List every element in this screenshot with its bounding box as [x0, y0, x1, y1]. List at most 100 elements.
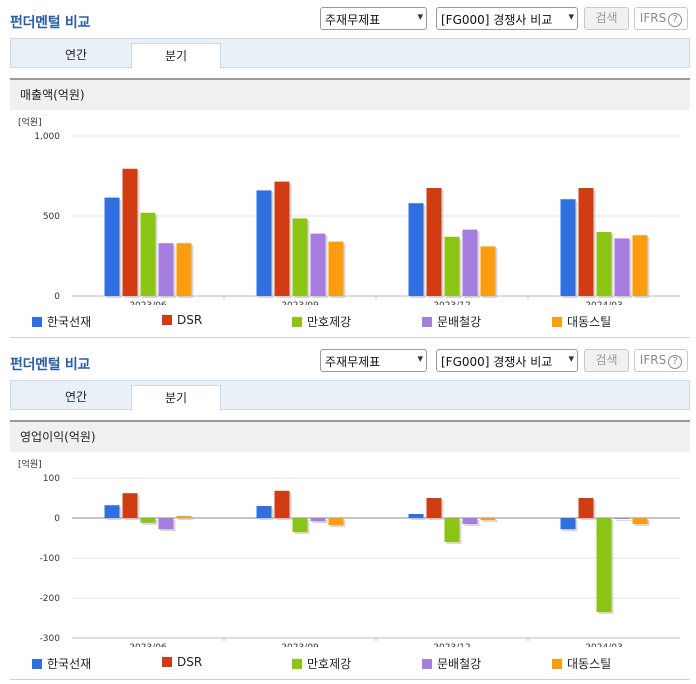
panel-header: 펀더멘털 비교 주재무제표 ▾ [FG000] 경쟁사 비교 ▾ 검색 IFRS… — [0, 0, 696, 36]
y-tick-label: -100 — [40, 554, 61, 564]
legend-swatch — [292, 659, 302, 669]
chevron-down-icon: ▾ — [568, 352, 574, 365]
bar-2023-12-s3[interactable] — [462, 518, 478, 524]
bar-2023-06-s4[interactable] — [176, 516, 192, 518]
peer-group-select[interactable]: [FG000] 경쟁사 비교 ▾ — [436, 349, 578, 372]
x-tick-label: 2023/06 — [129, 643, 167, 647]
x-tick-label: 2023/12 — [433, 643, 470, 647]
legend-label: 한국선재 — [47, 315, 92, 329]
bar-2023-09-s4[interactable] — [328, 518, 344, 526]
bar-2024-03-s4[interactable] — [632, 235, 648, 296]
bar-2024-03-s0[interactable] — [560, 199, 576, 296]
revenue-chart: [억원] 1,000 500 0 2023/06 2023/09 2023/12 2024/0… — [18, 116, 680, 305]
bar-2023-09-s4[interactable] — [328, 241, 344, 296]
peer-group-select[interactable]: [FG000] 경쟁사 비교 ▾ — [436, 7, 578, 30]
bar-2023-12-s0[interactable] — [408, 203, 424, 296]
bar-2023-12-s3[interactable] — [462, 229, 478, 296]
bar-2024-03-s2[interactable] — [596, 518, 612, 612]
search-button[interactable]: 검색 — [584, 349, 629, 372]
operating-profit-chart: [억원]100 0 -100 -200 -300 2023/06 2023/09 2023/1… — [18, 458, 680, 647]
bar-2023-12-s4[interactable] — [480, 246, 496, 296]
bar-2023-06-s0[interactable] — [104, 197, 120, 296]
fundamentals-panel-operating-profit: 펀더멘털 비교 주재무제표 ▾ [FG000] 경쟁사 비교 ▾ 검색 IFRS… — [0, 342, 696, 684]
peer-group-select-value: [FG000] 경쟁사 비교 — [441, 13, 553, 27]
x-tick-label: 2023/12 — [433, 301, 470, 305]
bar-2023-06-s1[interactable] — [122, 493, 138, 518]
legend-item[interactable]: 대동스틸 — [552, 313, 611, 330]
bar-2023-06-s2[interactable] — [140, 212, 156, 296]
x-tick-label: 2024/03 — [585, 301, 622, 305]
x-tick-label: 2023/06 — [129, 301, 167, 305]
bar-2024-03-s3[interactable] — [614, 238, 630, 296]
bar-2023-09-s0[interactable] — [256, 190, 272, 296]
period-tabs: 연간 분기 — [10, 380, 690, 411]
bar-2023-09-s3[interactable] — [310, 233, 326, 296]
bar-2024-03-s1[interactable] — [578, 498, 594, 518]
bar-2024-03-s2[interactable] — [596, 232, 612, 296]
bar-2023-12-s2[interactable] — [444, 518, 460, 542]
legend-item[interactable]: 만호제강 — [292, 655, 351, 672]
legend-item[interactable]: 한국선재 — [32, 655, 91, 672]
panel-header: 펀더멘털 비교 주재무제표 ▾ [FG000] 경쟁사 비교 ▾ 검색 IFRS… — [0, 342, 696, 378]
bar-2023-12-s1[interactable] — [426, 188, 442, 296]
y-tick-label: 0 — [54, 514, 60, 524]
legend-item[interactable]: DSR — [162, 655, 202, 669]
bar-2023-12-s4[interactable] — [480, 518, 496, 520]
ifrs-button[interactable]: IFRS? — [634, 7, 688, 30]
bar-2024-03-s4[interactable] — [632, 518, 648, 524]
legend-item[interactable]: DSR — [162, 313, 202, 327]
ifrs-button[interactable]: IFRS? — [634, 349, 688, 372]
bar-2023-06-s3[interactable] — [158, 243, 174, 296]
legend-label: 문배철강 — [437, 315, 482, 329]
chart-legend: 한국선재 DSR 만호제강 문배철강 대동스틸 — [10, 653, 690, 671]
tab-annual[interactable]: 연간 — [64, 48, 88, 62]
legend-item[interactable]: 문배철강 — [422, 313, 481, 330]
legend-item[interactable]: 대동스틸 — [552, 655, 611, 672]
operating-profit-chart-area: [억원]100 0 -100 -200 -300 2023/06 2023/09 2023/1… — [10, 452, 690, 680]
tab-quarterly[interactable]: 분기 — [131, 385, 221, 411]
bar-2024-03-s3[interactable] — [614, 518, 630, 519]
bar-2023-09-s2[interactable] — [292, 218, 308, 296]
legend-item[interactable]: 문배철강 — [422, 655, 481, 672]
bar-shadow — [616, 520, 632, 521]
legend-item[interactable]: 한국선재 — [32, 313, 91, 330]
bar-2023-12-s2[interactable] — [444, 236, 460, 296]
legend-item[interactable]: 만호제강 — [292, 313, 351, 330]
y-tick-label: 0 — [54, 292, 60, 302]
bar-2024-03-s0[interactable] — [560, 518, 576, 530]
legend-label: 한국선재 — [47, 657, 92, 671]
bar-2023-06-s3[interactable] — [158, 518, 174, 530]
y-tick-label: 500 — [43, 212, 60, 222]
bar-2023-12-s0[interactable] — [408, 514, 424, 518]
x-tick-label: 2023/09 — [281, 301, 319, 305]
tab-annual[interactable]: 연간 — [64, 390, 88, 404]
bar-2024-03-s1[interactable] — [578, 188, 594, 296]
bar-2023-09-s0[interactable] — [256, 506, 272, 518]
bar-2023-06-s0[interactable] — [104, 505, 120, 518]
bar-2023-09-s2[interactable] — [292, 518, 308, 532]
bar-2023-09-s1[interactable] — [274, 490, 290, 518]
bar-2023-12-s1[interactable] — [426, 498, 442, 518]
legend-swatch — [292, 317, 302, 327]
legend-swatch — [552, 317, 562, 327]
search-button[interactable]: 검색 — [584, 7, 629, 30]
unit-label: [억원] — [18, 116, 42, 128]
help-icon: ? — [668, 355, 683, 369]
statement-select-value: 주재무제표 — [325, 13, 381, 27]
bar-shadow — [178, 518, 194, 520]
ifrs-label: IFRS — [639, 353, 667, 367]
statement-select[interactable]: 주재무제표 ▾ — [320, 349, 427, 372]
panel-title: 펀더멘털 비교 — [10, 15, 91, 31]
legend-swatch — [32, 317, 42, 327]
ifrs-label: IFRS — [639, 11, 667, 25]
chart-legend: 한국선재 DSR 만호제강 문배철강 대동스틸 — [10, 311, 690, 329]
statement-select[interactable]: 주재무제표 ▾ — [320, 7, 427, 30]
bar-2023-06-s2[interactable] — [140, 518, 156, 523]
legend-swatch — [162, 315, 172, 325]
bar-2023-06-s1[interactable] — [122, 168, 138, 296]
legend-label: 만호제강 — [307, 315, 352, 329]
tab-quarterly[interactable]: 분기 — [131, 43, 221, 69]
bar-2023-09-s1[interactable] — [274, 181, 290, 296]
bar-2023-06-s4[interactable] — [176, 243, 192, 296]
bar-2023-09-s3[interactable] — [310, 518, 326, 522]
